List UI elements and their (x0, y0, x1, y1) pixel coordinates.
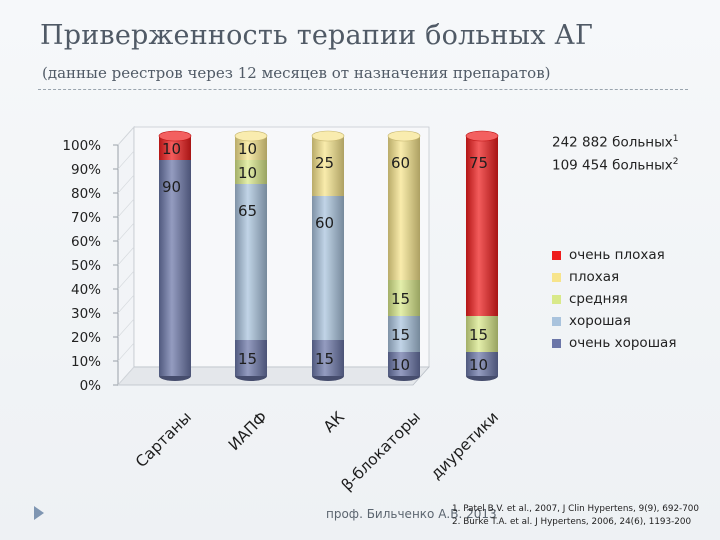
y-tick-label: 40% (71, 282, 101, 298)
bar-segment (466, 136, 498, 316)
title-divider (38, 89, 688, 90)
slide-subtitle: (данные реестров через 12 месяцев от наз… (42, 64, 551, 82)
data-label: 15 (469, 326, 488, 344)
y-tick-label: 50% (71, 258, 101, 274)
data-label: 15 (238, 350, 257, 368)
patient-count-1: 242 882 больных1 (552, 134, 679, 151)
bar-segment (159, 160, 191, 376)
legend-item: очень плохая (552, 244, 676, 266)
bar-top (387, 130, 421, 142)
bar-top (465, 130, 499, 142)
y-tick-label: 90% (71, 162, 101, 178)
legend-label: средняя (569, 291, 628, 307)
y-tick-label: 80% (71, 186, 101, 202)
legend-label: очень плохая (569, 247, 665, 263)
y-tick-label: 70% (71, 210, 101, 226)
data-label: 15 (391, 326, 410, 344)
data-label: 10 (391, 356, 410, 374)
chart-legend: очень плохая плохая средняя хорошая очень хо… (552, 244, 676, 354)
bar-top (158, 130, 192, 142)
legend-label: плохая (569, 269, 620, 285)
legend-item: хорошая (552, 310, 676, 332)
data-label: 15 (315, 350, 334, 368)
bar-segment (235, 160, 267, 184)
data-label: 10 (238, 140, 257, 158)
bar-top (311, 130, 345, 142)
gridline (117, 366, 135, 386)
data-label: 10 (238, 164, 257, 182)
data-label: 60 (391, 154, 410, 172)
data-label: 10 (162, 140, 181, 158)
data-label: 15 (391, 290, 410, 308)
patient-counts: 242 882 больных1 109 454 больных2 (552, 130, 679, 175)
bar-segment (388, 316, 420, 352)
legend-label: хорошая (569, 313, 631, 329)
footer-author: проф. Бильченко А.В. 2013 (326, 507, 497, 521)
slide-title: Приверженность терапии больных АГ (40, 20, 594, 51)
legend-label: очень хорошая (569, 335, 677, 351)
legend-swatch (552, 316, 561, 326)
x-category-label: Сартаны (132, 408, 195, 471)
bar-segment (388, 280, 420, 316)
legend-item: средняя (552, 288, 676, 310)
y-tick-label: 0% (80, 378, 102, 394)
legend-item: очень хорошая (552, 332, 676, 354)
y-tick-label: 30% (71, 306, 101, 322)
gridline (117, 342, 135, 362)
legend-swatch (552, 338, 561, 348)
bar-segment (466, 316, 498, 352)
bar-segment (312, 136, 344, 196)
bar-segment (388, 136, 420, 280)
gridline (117, 198, 135, 218)
data-label: 10 (469, 356, 488, 374)
nav-arrow-icon[interactable] (34, 506, 44, 520)
y-tick-label: 20% (71, 330, 101, 346)
footer-references: 1. Patel B.V. et al., 2007, J Clin Hyper… (452, 503, 699, 529)
data-label: 90 (162, 178, 181, 196)
data-label: 65 (238, 202, 257, 220)
x-category-label: АК (320, 408, 348, 436)
reference-2: 2. Burke T.A. et al. J Hypertens, 2006, … (452, 517, 692, 527)
gridline (117, 318, 135, 338)
y-tick-label: 60% (71, 234, 101, 250)
x-category-label: диуретики (427, 408, 502, 483)
gridline (117, 126, 135, 146)
gridline (117, 222, 135, 242)
data-label: 75 (469, 154, 488, 172)
gridline (117, 246, 135, 266)
reference-1: 1. Patel B.V. et al., 2007, J Clin Hyper… (452, 504, 700, 514)
gridline (117, 294, 135, 314)
data-label: 60 (315, 214, 334, 232)
bar-top (234, 130, 268, 142)
y-tick-label: 100% (62, 138, 101, 154)
bar-segment (235, 184, 267, 340)
legend-swatch (552, 294, 561, 304)
data-label: 25 (315, 154, 334, 172)
bar-segment (235, 340, 267, 376)
x-category-label: β-блокаторы (338, 408, 424, 494)
bar-segment (312, 340, 344, 376)
gridline (117, 150, 135, 170)
bar-segment (312, 196, 344, 340)
patient-count-2: 109 454 больных2 (552, 156, 679, 174)
x-category-label: ИАПФ (225, 408, 271, 454)
y-tick-label: 10% (71, 354, 101, 370)
legend-swatch (552, 250, 561, 260)
gridline (117, 270, 135, 290)
legend-swatch (552, 272, 561, 282)
bar-segment (388, 352, 420, 376)
legend-item: плохая (552, 266, 676, 288)
bar-segment (466, 352, 498, 376)
gridline (117, 174, 135, 194)
